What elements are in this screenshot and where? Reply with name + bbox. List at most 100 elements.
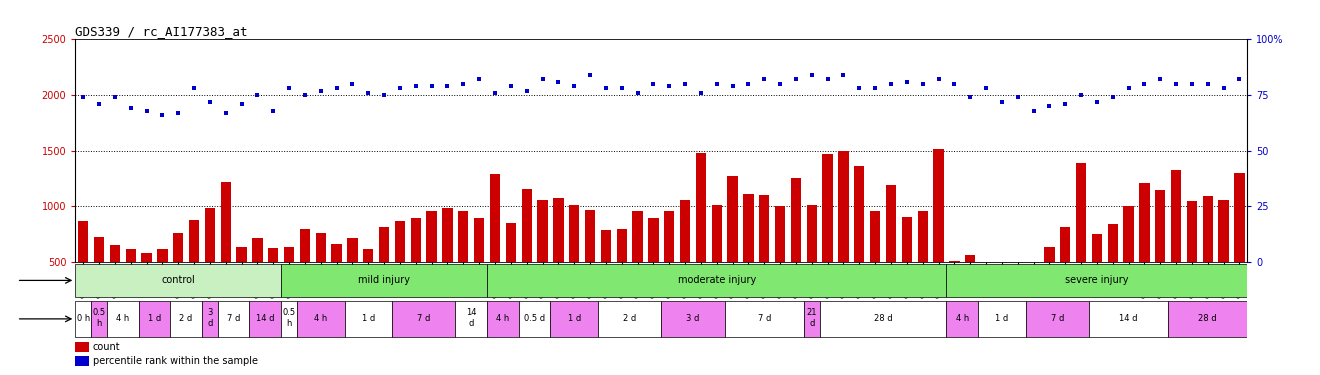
Bar xyxy=(75,342,90,352)
Bar xyxy=(315,233,326,318)
Point xyxy=(595,86,616,92)
Point xyxy=(469,76,490,82)
Bar xyxy=(363,249,374,318)
Point xyxy=(453,81,474,87)
Text: 4 h: 4 h xyxy=(956,314,969,322)
Bar xyxy=(426,211,437,318)
Point xyxy=(421,83,442,89)
Bar xyxy=(189,220,199,318)
Bar xyxy=(110,246,120,318)
Point xyxy=(358,90,379,96)
Point xyxy=(1197,81,1218,87)
Point xyxy=(152,112,173,118)
Point xyxy=(1102,94,1123,100)
Bar xyxy=(474,217,484,318)
Bar xyxy=(78,221,88,318)
Point xyxy=(247,92,268,98)
Bar xyxy=(838,151,849,318)
Bar xyxy=(205,208,215,318)
Point xyxy=(643,81,664,87)
Text: percentile rank within the sample: percentile rank within the sample xyxy=(92,356,257,366)
Point xyxy=(880,81,902,87)
Text: severe injury: severe injury xyxy=(1065,274,1129,285)
Point xyxy=(263,108,284,114)
Text: 28 d: 28 d xyxy=(874,314,892,322)
Bar xyxy=(601,230,611,318)
Bar xyxy=(1012,277,1023,318)
Point xyxy=(73,94,94,100)
Bar xyxy=(870,211,880,318)
Bar xyxy=(249,301,281,337)
Point xyxy=(817,76,838,82)
Bar xyxy=(725,301,804,337)
Bar xyxy=(1044,247,1055,318)
Point xyxy=(437,83,458,89)
Bar xyxy=(616,229,627,318)
Point xyxy=(1007,94,1028,100)
Bar xyxy=(550,301,598,337)
Point xyxy=(991,99,1012,105)
Point xyxy=(1181,81,1203,87)
Point xyxy=(1229,76,1250,82)
Text: 4 h: 4 h xyxy=(116,314,129,322)
Bar xyxy=(822,154,833,318)
Point xyxy=(1023,108,1044,114)
Bar xyxy=(664,211,675,318)
Point xyxy=(896,79,917,85)
Bar xyxy=(331,244,342,318)
Text: moderate injury: moderate injury xyxy=(677,274,756,285)
Text: 0.5
h: 0.5 h xyxy=(92,308,106,328)
Bar xyxy=(297,301,345,337)
Point xyxy=(1166,81,1187,87)
Point xyxy=(279,86,300,92)
Text: 21
d: 21 d xyxy=(807,308,817,328)
Bar xyxy=(75,301,91,337)
Point xyxy=(1213,86,1234,92)
Point xyxy=(579,72,601,78)
Bar xyxy=(902,216,912,318)
Bar xyxy=(236,247,247,318)
Point xyxy=(564,83,585,89)
Text: 2 d: 2 d xyxy=(180,314,193,322)
Point xyxy=(389,86,411,92)
Bar xyxy=(284,247,294,318)
Bar xyxy=(696,153,706,318)
Bar xyxy=(107,301,139,337)
Text: GDS339 / rc_AI177383_at: GDS339 / rc_AI177383_at xyxy=(75,25,248,38)
Bar xyxy=(727,176,738,318)
Bar xyxy=(775,207,785,318)
Point xyxy=(310,88,331,94)
Point xyxy=(611,86,632,92)
Text: 1 d: 1 d xyxy=(362,314,375,322)
Point xyxy=(199,99,220,105)
Bar xyxy=(1092,234,1102,318)
Bar xyxy=(1234,173,1245,318)
Point xyxy=(833,72,854,78)
Bar xyxy=(490,174,500,318)
Bar xyxy=(157,249,168,318)
Point xyxy=(136,108,157,114)
Bar xyxy=(804,301,820,337)
Bar xyxy=(997,271,1007,318)
Text: 3 d: 3 d xyxy=(686,314,700,322)
Point xyxy=(912,81,933,87)
Point xyxy=(532,76,553,82)
Point xyxy=(785,76,807,82)
Point xyxy=(865,86,886,92)
Bar xyxy=(585,210,595,318)
Text: 3
d: 3 d xyxy=(207,308,213,328)
Bar xyxy=(1218,200,1229,318)
Bar xyxy=(661,301,725,337)
Point xyxy=(294,92,315,98)
Bar xyxy=(1139,183,1150,318)
Point xyxy=(342,81,363,87)
Point xyxy=(1118,86,1139,92)
Bar xyxy=(170,301,202,337)
Point xyxy=(231,101,252,107)
Bar xyxy=(946,301,978,337)
Bar xyxy=(1026,301,1089,337)
Point xyxy=(960,94,981,100)
Point xyxy=(975,86,997,92)
Point xyxy=(1055,101,1076,107)
Point xyxy=(374,92,395,98)
